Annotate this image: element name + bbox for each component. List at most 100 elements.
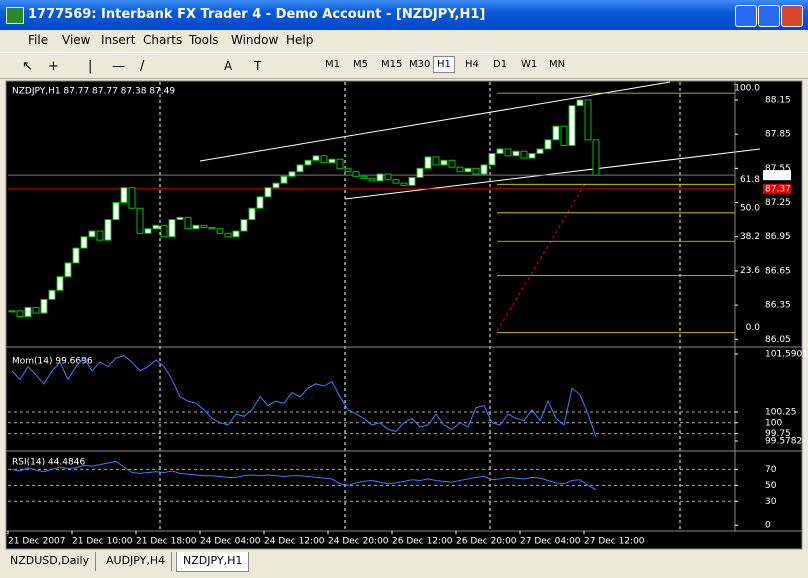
x-tick-label: 27 Dec 04:00 xyxy=(520,537,581,547)
candle xyxy=(240,219,248,232)
panel-title: NZDJPY,H1 87.77 87.77 87.38 87.49 xyxy=(12,87,175,97)
candle xyxy=(88,230,96,238)
text-tool[interactable]: T xyxy=(254,59,262,73)
y-tick-label: 0 xyxy=(765,521,771,531)
candle xyxy=(464,167,472,173)
candle xyxy=(504,148,512,157)
candle xyxy=(576,99,584,107)
y-tick-label: 100 xyxy=(765,418,782,428)
candle xyxy=(552,125,560,141)
chart-tab[interactable]: NZDUSD,Daily xyxy=(4,552,97,571)
chart-tab[interactable]: NZDJPY,H1 xyxy=(176,552,250,572)
candle xyxy=(208,227,216,230)
candle xyxy=(120,187,128,204)
timeframe-button[interactable]: M5 xyxy=(353,59,368,70)
close-button[interactable] xyxy=(781,5,803,27)
fib-label: 0.0 xyxy=(746,323,761,333)
menu-item[interactable]: Insert xyxy=(101,33,136,47)
timeframe-button[interactable]: H1 xyxy=(433,56,455,73)
x-tick-label: 26 Dec 12:00 xyxy=(392,537,453,547)
vline-tool[interactable]: | xyxy=(88,59,93,74)
panel-title: Mom(14) 99.6696 xyxy=(12,357,93,367)
candle xyxy=(192,224,200,230)
y-tick-label: 30 xyxy=(765,497,777,507)
y-tick-label: 100.25 xyxy=(765,407,797,417)
candle xyxy=(80,236,88,249)
candle xyxy=(384,173,392,181)
menu-item[interactable]: File xyxy=(28,33,49,47)
fib-label: 100.0 xyxy=(734,84,760,94)
candle xyxy=(200,224,208,229)
candle xyxy=(304,159,312,166)
candle xyxy=(592,139,600,176)
candle xyxy=(40,298,48,314)
timeframe-button[interactable]: W1 xyxy=(521,59,538,70)
maximize-button[interactable] xyxy=(758,5,780,27)
trendline-tool[interactable]: / xyxy=(140,59,145,74)
candle xyxy=(336,158,344,169)
menu-item[interactable]: Charts xyxy=(143,33,183,47)
cursor-tool[interactable]: ↖ xyxy=(22,59,33,74)
y-tick-label: 87.55 xyxy=(765,164,791,174)
candle xyxy=(536,148,544,155)
candle xyxy=(312,155,320,161)
candle xyxy=(128,187,136,209)
fib-label: 50.0 xyxy=(740,203,760,213)
candle xyxy=(320,155,328,164)
candle xyxy=(344,167,352,173)
chart-window: NZDJPY,H1 87.77 87.77 87.38 87.49 88.15 87… xyxy=(5,80,808,550)
price-tag-label: 87.49 xyxy=(765,171,791,181)
candle xyxy=(96,230,104,241)
hline-tool[interactable]: — xyxy=(112,59,125,74)
timeframe-button[interactable]: M1 xyxy=(325,59,340,70)
timeframe-button[interactable]: M15 xyxy=(381,59,403,70)
candle xyxy=(224,232,232,238)
y-tick-label: 99.5782 xyxy=(765,437,802,447)
y-tick-label: 101.5901 xyxy=(765,350,808,360)
menu-item[interactable]: Tools xyxy=(189,33,219,47)
minimize-button[interactable] xyxy=(735,5,757,27)
candle xyxy=(256,196,264,209)
candle xyxy=(544,139,552,150)
candle xyxy=(488,153,496,166)
crosshair-tool[interactable]: + xyxy=(48,59,59,74)
fib-label: 38.2 xyxy=(740,232,760,242)
menu-item[interactable]: Help xyxy=(286,33,314,47)
timeframe-button[interactable]: M30 xyxy=(409,59,431,70)
y-tick-label: 86.95 xyxy=(765,232,791,242)
candle xyxy=(288,171,296,177)
candle xyxy=(296,164,304,173)
menu-item[interactable]: View xyxy=(62,33,91,47)
candle xyxy=(424,156,432,169)
channel-line xyxy=(199,81,671,162)
candle xyxy=(144,228,152,234)
x-tick-label: 24 Dec 20:00 xyxy=(328,537,389,547)
candle xyxy=(512,150,520,157)
y-tick-label: 86.05 xyxy=(765,335,791,345)
text-tool[interactable]: A xyxy=(224,59,233,73)
candle xyxy=(24,306,32,318)
candle xyxy=(184,216,192,230)
candle xyxy=(152,224,160,230)
candle xyxy=(8,310,16,313)
timeframe-button[interactable]: D1 xyxy=(493,59,508,70)
x-tick-label: 24 Dec 04:00 xyxy=(200,537,261,547)
timeframe-button[interactable]: MN xyxy=(549,59,566,70)
fib-trend xyxy=(496,183,586,332)
x-tick-label: 24 Dec 12:00 xyxy=(264,537,325,547)
title-bar: 1777569: Interbank FX Trader 4 - Demo Ac… xyxy=(0,0,808,30)
menu-item[interactable]: Window xyxy=(231,33,279,47)
candle xyxy=(64,262,72,278)
indicator-line xyxy=(11,355,597,438)
price-tag xyxy=(763,183,791,194)
window-title: 1777569: Interbank FX Trader 4 - Demo Ac… xyxy=(28,7,486,22)
candle xyxy=(176,216,184,221)
timeframe-button[interactable]: H4 xyxy=(465,59,479,70)
x-tick-label: 21 Dec 10:00 xyxy=(72,537,133,547)
chart-tab[interactable]: AUDJPY,H4 xyxy=(100,552,173,571)
candle xyxy=(376,173,384,182)
candle xyxy=(32,306,40,314)
candle xyxy=(264,187,272,198)
candle xyxy=(408,176,416,186)
